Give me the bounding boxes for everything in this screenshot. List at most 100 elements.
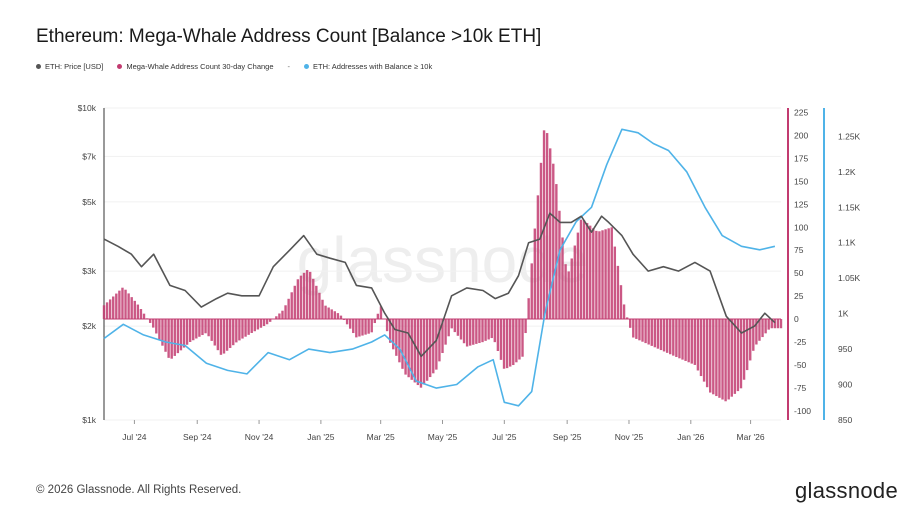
change-bar[interactable] bbox=[595, 230, 598, 320]
change-bar[interactable] bbox=[262, 319, 266, 327]
change-bar[interactable] bbox=[727, 319, 730, 400]
change-bar[interactable] bbox=[459, 319, 463, 340]
change-bar[interactable] bbox=[139, 309, 143, 320]
change-bar[interactable] bbox=[102, 305, 106, 320]
change-bar[interactable] bbox=[647, 319, 650, 345]
change-bar[interactable] bbox=[299, 275, 303, 320]
change-bar[interactable] bbox=[259, 319, 263, 328]
change-bar[interactable] bbox=[161, 319, 164, 346]
change-bar[interactable] bbox=[290, 292, 293, 320]
change-bar[interactable] bbox=[693, 319, 697, 365]
change-bar[interactable] bbox=[702, 319, 706, 382]
change-bar[interactable] bbox=[419, 319, 423, 388]
change-bar[interactable] bbox=[315, 285, 318, 320]
change-bar[interactable] bbox=[250, 319, 253, 333]
change-bar[interactable] bbox=[228, 319, 232, 348]
change-bar[interactable] bbox=[253, 319, 256, 332]
change-bar[interactable] bbox=[275, 316, 278, 320]
change-bar[interactable] bbox=[742, 319, 746, 380]
change-bar[interactable] bbox=[148, 319, 152, 323]
change-bar[interactable] bbox=[348, 319, 352, 329]
change-bar[interactable] bbox=[585, 223, 589, 320]
change-bar[interactable] bbox=[244, 319, 247, 337]
change-bar[interactable] bbox=[398, 319, 401, 363]
change-bar[interactable] bbox=[739, 319, 743, 389]
change-bar[interactable] bbox=[662, 319, 666, 352]
change-bar[interactable] bbox=[665, 319, 669, 353]
change-bar[interactable] bbox=[579, 219, 583, 320]
change-bar[interactable] bbox=[481, 319, 484, 343]
change-bar[interactable] bbox=[552, 163, 555, 320]
change-bar[interactable] bbox=[779, 319, 783, 329]
legend-item-count[interactable]: ETH: Addresses with Balance ≥ 10k bbox=[304, 62, 432, 71]
change-bar[interactable] bbox=[256, 319, 260, 330]
change-bar[interactable] bbox=[352, 319, 355, 334]
change-bar[interactable] bbox=[219, 319, 223, 355]
change-bar[interactable] bbox=[465, 319, 469, 347]
change-bar[interactable] bbox=[653, 319, 657, 348]
change-bar[interactable] bbox=[672, 319, 675, 356]
price-line[interactable] bbox=[103, 212, 776, 358]
change-bar[interactable] bbox=[745, 319, 749, 371]
change-bar[interactable] bbox=[370, 319, 373, 333]
change-bar[interactable] bbox=[539, 162, 543, 320]
change-bar[interactable] bbox=[312, 278, 315, 320]
change-bar[interactable] bbox=[733, 319, 737, 394]
change-bar[interactable] bbox=[650, 319, 653, 346]
change-bar[interactable] bbox=[669, 319, 672, 355]
change-bar[interactable] bbox=[761, 319, 764, 338]
change-bar[interactable] bbox=[567, 271, 570, 320]
change-bar[interactable] bbox=[644, 319, 647, 344]
change-bar[interactable] bbox=[247, 319, 250, 335]
change-bar[interactable] bbox=[752, 319, 755, 351]
change-bar[interactable] bbox=[441, 319, 444, 354]
change-bar[interactable] bbox=[684, 319, 687, 361]
change-bar[interactable] bbox=[302, 272, 306, 320]
change-bar[interactable] bbox=[112, 296, 115, 320]
change-bar[interactable] bbox=[545, 133, 549, 320]
change-bar[interactable] bbox=[509, 319, 512, 367]
change-bar[interactable] bbox=[607, 228, 610, 320]
change-bar[interactable] bbox=[619, 285, 623, 320]
change-bar[interactable] bbox=[468, 319, 472, 346]
change-bar[interactable] bbox=[115, 293, 118, 320]
change-bar[interactable] bbox=[736, 319, 740, 392]
change-bar[interactable] bbox=[712, 319, 715, 395]
change-bar[interactable] bbox=[345, 319, 349, 325]
change-bar[interactable] bbox=[207, 319, 210, 337]
change-bar[interactable] bbox=[524, 319, 527, 334]
change-bar[interactable] bbox=[308, 271, 312, 320]
change-bar[interactable] bbox=[632, 319, 635, 338]
change-bar[interactable] bbox=[558, 210, 561, 320]
change-bar[interactable] bbox=[678, 319, 681, 359]
change-bar[interactable] bbox=[616, 265, 620, 320]
change-bar[interactable] bbox=[133, 300, 136, 320]
change-bar[interactable] bbox=[238, 319, 241, 341]
change-bar[interactable] bbox=[152, 319, 155, 328]
change-bar[interactable] bbox=[472, 319, 475, 345]
change-bar[interactable] bbox=[185, 319, 189, 345]
change-bar[interactable] bbox=[176, 319, 180, 354]
change-bar[interactable] bbox=[542, 130, 546, 320]
change-bar[interactable] bbox=[410, 319, 413, 380]
change-bar[interactable] bbox=[570, 258, 573, 320]
change-bar[interactable] bbox=[755, 319, 758, 345]
change-bar[interactable] bbox=[478, 319, 481, 344]
change-bar[interactable] bbox=[296, 279, 300, 320]
change-bar[interactable] bbox=[589, 225, 592, 320]
change-bar[interactable] bbox=[629, 319, 632, 328]
change-bar[interactable] bbox=[767, 319, 770, 330]
change-bar[interactable] bbox=[358, 319, 361, 337]
change-bar[interactable] bbox=[327, 307, 330, 320]
change-bar[interactable] bbox=[635, 319, 638, 339]
change-bar[interactable] bbox=[192, 319, 195, 341]
change-bar[interactable] bbox=[293, 285, 296, 320]
change-bar[interactable] bbox=[555, 184, 558, 320]
change-bar[interactable] bbox=[179, 319, 183, 351]
change-bar[interactable] bbox=[422, 319, 426, 385]
change-bar[interactable] bbox=[435, 319, 438, 370]
change-bar[interactable] bbox=[490, 319, 493, 339]
change-bar[interactable] bbox=[281, 310, 284, 320]
change-bar[interactable] bbox=[182, 319, 186, 348]
change-bar[interactable] bbox=[388, 319, 392, 343]
